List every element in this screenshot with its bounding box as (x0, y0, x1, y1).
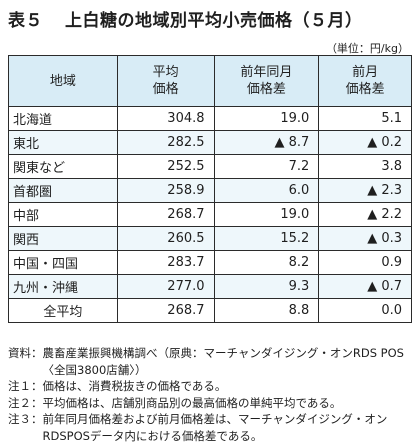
price-cell: 260.5 (116, 226, 215, 251)
price-cell: 277.0 (116, 274, 215, 299)
region-cell: 中部 (8, 202, 118, 227)
header-avg-price: 平均 価格 (116, 55, 215, 107)
mom-cell: ▲ 2.2 (318, 202, 412, 227)
table-number: 表５ (8, 11, 43, 31)
region-cell: 九州・沖縄 (8, 274, 118, 299)
mom-cell: 0.9 (318, 250, 412, 275)
price-cell: 252.5 (116, 154, 215, 179)
table-row: 関東など 252.5 7.2 3.8 (8, 154, 412, 179)
price-cell: 258.9 (116, 178, 215, 203)
yoy-cell: 7.2 (213, 154, 320, 179)
price-table: 地域 平均 価格 前年同月 価格差 前月 価格差 北海道 304.8 19.0 5.1… (8, 55, 412, 323)
yoy-cell: 19.0 (213, 202, 320, 227)
table-row: 北海道 304.8 19.0 5.1 (8, 106, 412, 131)
table-row: 東北 282.5 ▲ 8.7 ▲ 0.2 (8, 130, 412, 155)
mom-cell: ▲ 0.7 (318, 274, 412, 299)
yoy-cell: 8.2 (213, 250, 320, 275)
footnotes: 資料： 農畜産業振興機構調べ（原典：マーチャンダイジング・オンRDS POS〈全国… (8, 345, 414, 444)
yoy-cell: ▲ 8.7 (213, 130, 320, 155)
total-yoy-cell: 8.8 (213, 298, 320, 323)
total-mom-cell: 0.0 (318, 298, 412, 323)
table-row: 九州・沖縄 277.0 9.3 ▲ 0.7 (8, 274, 412, 299)
source-note: 資料： 農畜産業振興機構調べ（原典：マーチャンダイジング・オンRDS POS〈全国… (8, 346, 404, 377)
header-yoy-diff: 前年同月 価格差 (213, 55, 320, 107)
region-cell: 北海道 (8, 106, 118, 131)
region-cell: 関東など (8, 154, 118, 179)
region-cell: 中国・四国 (8, 250, 118, 275)
region-cell: 首都圏 (8, 178, 118, 203)
mom-cell: 3.8 (318, 154, 412, 179)
yoy-cell: 6.0 (213, 178, 320, 203)
table-title-text: 上白糖の地域別平均小売価格（５月） (65, 11, 363, 31)
table-row: 首都圏 258.9 6.0 ▲ 2.3 (8, 178, 412, 203)
price-cell: 283.7 (116, 250, 215, 275)
price-cell: 268.7 (116, 202, 215, 227)
price-cell: 282.5 (116, 130, 215, 155)
header-row: 地域 平均 価格 前年同月 価格差 前月 価格差 (8, 55, 412, 107)
yoy-cell: 15.2 (213, 226, 320, 251)
header-mom-diff: 前月 価格差 (318, 55, 412, 107)
table-row: 中国・四国 283.7 8.2 0.9 (8, 250, 412, 275)
table-row: 関西 260.5 15.2 ▲ 0.3 (8, 226, 412, 251)
mom-cell: ▲ 0.3 (318, 226, 412, 251)
mom-cell: ▲ 0.2 (318, 130, 412, 155)
total-price-cell: 268.7 (116, 298, 215, 323)
note-3: 注３： 前年同月価格差および前月価格差は、マーチャンダイジング・オンRDSPOSデ… (8, 412, 388, 443)
table-title: 表５ 上白糖の地域別平均小売価格（５月） (8, 6, 363, 31)
unit-label: （単位：円/kg） (325, 42, 409, 55)
region-cell: 関西 (8, 226, 118, 251)
region-cell: 東北 (8, 130, 118, 155)
header-region: 地域 (8, 55, 118, 107)
total-label: 全平均 (8, 298, 118, 323)
total-row: 全平均 268.7 8.8 0.0 (8, 298, 412, 323)
yoy-cell: 9.3 (213, 274, 320, 299)
price-cell: 304.8 (116, 106, 215, 131)
yoy-cell: 19.0 (213, 106, 320, 131)
mom-cell: ▲ 2.3 (318, 178, 412, 203)
table-row: 中部 268.7 19.0 ▲ 2.2 (8, 202, 412, 227)
note-2: 注２： 平均価格は、店舗別商品別の最高価格の単純平均である。 (8, 395, 342, 410)
note-1: 注１： 価格は、消費税抜きの価格である。 (8, 379, 227, 393)
mom-cell: 5.1 (318, 106, 412, 131)
